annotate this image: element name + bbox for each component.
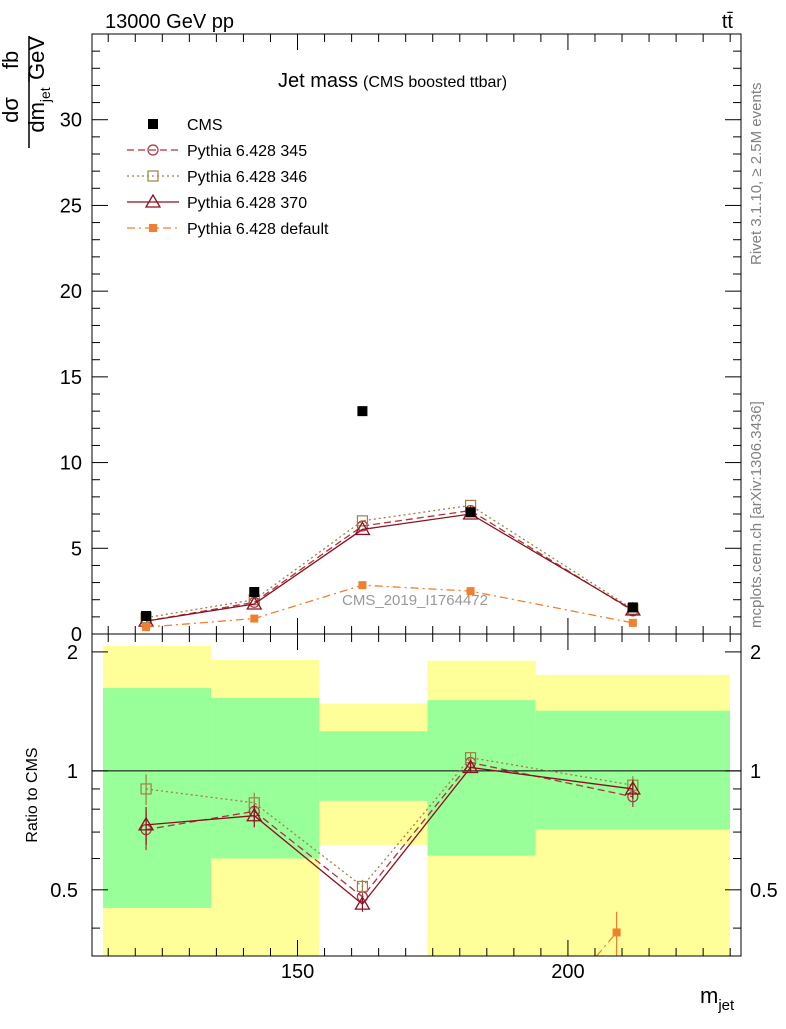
ratio-green-band — [211, 697, 320, 859]
ratio-data-point — [462, 759, 479, 774]
main-data-point — [356, 515, 369, 527]
ylabel-numerator: dσ — [0, 97, 23, 123]
ratio-y-tick-label: 2 — [750, 642, 761, 664]
ylabel-denominator: dmjet — [24, 87, 53, 132]
ratio-y-tick-label: 2 — [67, 642, 78, 664]
x-axis-label: mjet — [700, 983, 735, 1014]
main-data-point — [354, 521, 371, 536]
ratio-data-point — [612, 928, 621, 937]
main-data-point — [358, 581, 367, 590]
main-y-tick-label: 15 — [60, 367, 82, 389]
ratio-frame — [91, 633, 742, 957]
legend-label: Pythia 6.428 370 — [187, 195, 307, 212]
main-y-axis-label: dσ dmjet fb GeV — [0, 36, 53, 148]
main-data-point — [628, 618, 637, 627]
legend-marker — [149, 224, 157, 232]
main-data-point — [249, 587, 260, 597]
process-label: tt̄ — [722, 11, 734, 33]
ratio-green-band — [427, 700, 536, 856]
ylabel-unit-bottom: GeV — [24, 36, 49, 80]
axes: 0 5 10 15 20 25 30 0.5 0.5 1 1 2 2 150 200 — [50, 33, 778, 983]
ratio-y-axis-label: Ratio to CMS — [24, 747, 41, 842]
legend: CMS Pythia 6.428 345 Pythia 6.428 346 Pythi… — [127, 117, 329, 238]
ratio-green-band — [319, 731, 428, 801]
main-plot — [137, 406, 641, 632]
main-data-point — [466, 587, 475, 596]
chart-title: Jet mass (CMS boosted ttbar) — [278, 70, 507, 92]
ratio-data-point — [356, 880, 369, 893]
main-y-tick-label: 5 — [71, 538, 82, 560]
mcplots-label: mcplots.cern.ch [arXiv:1306.3436] — [748, 401, 765, 628]
legend-marker — [147, 170, 159, 182]
legend-marker — [147, 144, 159, 156]
main-y-tick-label: 30 — [60, 110, 82, 132]
main-data-point — [141, 611, 152, 621]
ratio-y-tick-label: 0.5 — [50, 880, 78, 902]
ratio-data-point — [246, 807, 263, 822]
watermark: CMS_2019_I1764472 — [342, 592, 488, 609]
main-y-tick-label: 0 — [71, 624, 82, 646]
legend-marker — [144, 193, 162, 208]
ratio-bands — [103, 646, 730, 956]
ratio-data-point — [137, 816, 155, 831]
legend-label: Pythia 6.428 345 — [187, 143, 307, 160]
ratio-data-point — [140, 783, 152, 795]
x-tick-label: 200 — [551, 961, 584, 983]
ratio-green-band — [535, 710, 730, 830]
main-data-point — [627, 602, 638, 613]
main-y-tick-label: 10 — [60, 453, 82, 475]
main-y-tick-label: 25 — [60, 195, 82, 217]
ratio-y-tick-label: 1 — [750, 761, 761, 783]
main-data-point — [246, 595, 263, 610]
main-y-tick-label: 20 — [60, 281, 82, 303]
ratio-data-point — [354, 895, 371, 910]
rivet-label: Rivet 3.1.10, ≥ 2.5M events — [748, 83, 765, 266]
ratio-green-band — [103, 688, 212, 908]
main-series-line — [145, 504, 634, 619]
legend-marker — [148, 119, 158, 129]
legend-label: Pythia 6.428 default — [187, 221, 329, 238]
legend-label: CMS — [187, 117, 223, 134]
ratio-data-point — [624, 780, 641, 795]
x-tick-label: 150 — [281, 961, 314, 983]
ratio-y-tick-label: 1 — [67, 761, 78, 783]
main-data-point — [142, 623, 151, 632]
energy-label: 13000 GeV pp — [105, 11, 234, 33]
main-data-point — [357, 406, 368, 417]
ratio-y-tick-label: 0.5 — [750, 880, 778, 902]
main-data-point — [465, 507, 476, 518]
main-data-point — [250, 614, 259, 623]
ratio-plot — [92, 752, 741, 957]
main-series-line — [145, 513, 634, 622]
legend-label: Pythia 6.428 346 — [187, 169, 307, 186]
ylabel-unit-top: fb — [0, 51, 23, 69]
